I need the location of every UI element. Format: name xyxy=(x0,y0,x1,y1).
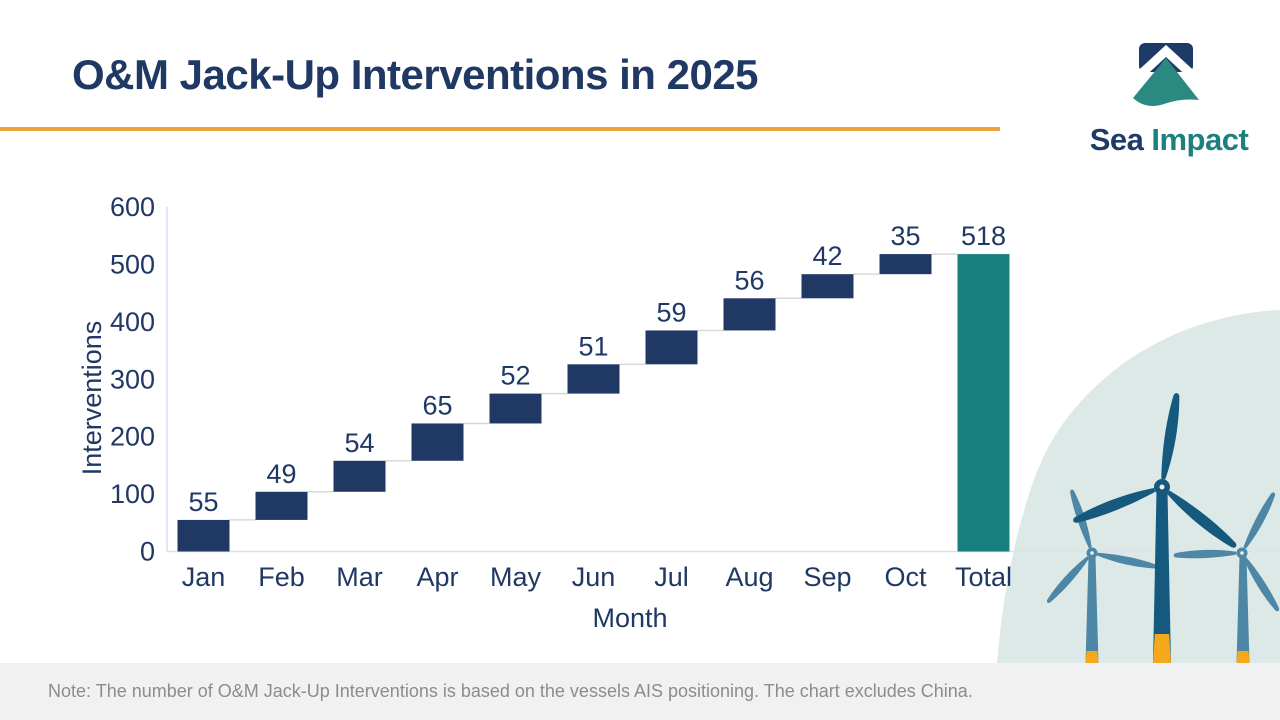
footnote-text: Note: The number of O&M Jack-Up Interven… xyxy=(48,681,973,701)
x-axis-title: Month xyxy=(592,603,667,633)
bar-apr xyxy=(411,423,464,461)
value-label-sep: 42 xyxy=(812,241,842,271)
category-label-jan: Jan xyxy=(182,562,226,592)
bar-sep xyxy=(801,274,854,299)
y-tick-label: 400 xyxy=(110,307,155,337)
bar-mar xyxy=(333,460,386,492)
category-label-may: May xyxy=(490,562,542,592)
y-tick-label: 600 xyxy=(110,192,155,222)
value-label-apr: 65 xyxy=(422,390,452,420)
category-label-jun: Jun xyxy=(572,562,616,592)
value-label-jul: 59 xyxy=(656,297,686,327)
wind-turbine-icon xyxy=(1073,393,1237,664)
bar-feb xyxy=(255,491,308,520)
category-label-apr: Apr xyxy=(416,562,458,592)
y-tick-label: 0 xyxy=(140,537,155,567)
value-label-feb: 49 xyxy=(266,459,296,489)
value-label-jan: 55 xyxy=(188,487,218,517)
value-label-mar: 54 xyxy=(344,428,374,458)
logo-text-impact: Impact xyxy=(1151,122,1249,157)
y-axis-title: Interventions xyxy=(77,321,107,476)
value-label-aug: 56 xyxy=(734,265,764,295)
bar-jul xyxy=(645,330,698,365)
value-label-total: 518 xyxy=(961,221,1006,251)
bar-jan xyxy=(177,519,230,552)
category-label-total: Total xyxy=(955,562,1012,592)
logo-wordmark: Sea Impact xyxy=(1090,122,1249,158)
y-tick-label: 100 xyxy=(110,479,155,509)
value-label-oct: 35 xyxy=(890,221,920,251)
title-accent-rule xyxy=(0,127,1000,131)
category-label-jul: Jul xyxy=(654,562,689,592)
footer-note-bar: Note: The number of O&M Jack-Up Interven… xyxy=(0,663,1280,720)
bar-may xyxy=(489,393,542,424)
y-tick-label: 500 xyxy=(110,249,155,279)
category-label-sep: Sep xyxy=(803,562,851,592)
value-label-may: 52 xyxy=(500,361,530,391)
value-label-jun: 51 xyxy=(578,331,608,361)
category-label-feb: Feb xyxy=(258,562,305,592)
logo-text-sea: Sea xyxy=(1089,122,1144,157)
wind-turbine-icon xyxy=(1173,492,1280,664)
category-label-mar: Mar xyxy=(336,562,383,592)
bar-jun xyxy=(567,364,620,394)
sea-impact-logo-icon xyxy=(1126,43,1206,106)
page-title: O&M Jack-Up Interventions in 2025 xyxy=(72,51,759,98)
bar-oct xyxy=(879,254,932,275)
wind-turbine-icon xyxy=(1046,489,1158,664)
bar-total xyxy=(957,254,1010,552)
category-label-oct: Oct xyxy=(884,562,927,592)
y-tick-label: 200 xyxy=(110,422,155,452)
y-tick-label: 300 xyxy=(110,364,155,394)
category-label-aug: Aug xyxy=(725,562,773,592)
bar-aug xyxy=(723,298,776,331)
